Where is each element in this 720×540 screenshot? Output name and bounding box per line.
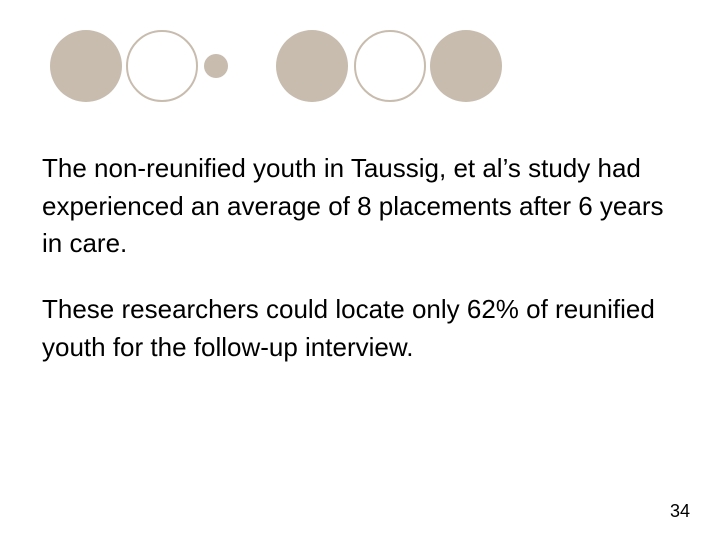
decor-circle-5 [354, 30, 426, 102]
decor-circle-4 [276, 30, 348, 102]
decor-circle-2 [126, 30, 198, 102]
paragraph-1: The non-reunified youth in Taussig, et a… [42, 150, 678, 263]
decor-circle-6 [430, 30, 502, 102]
slide-body: The non-reunified youth in Taussig, et a… [42, 150, 678, 394]
decorative-circle-row [50, 30, 502, 102]
decor-circle-1 [50, 30, 122, 102]
decor-circle-3 [204, 54, 228, 78]
paragraph-2: These researchers could locate only 62% … [42, 291, 678, 366]
page-number: 34 [670, 501, 690, 522]
